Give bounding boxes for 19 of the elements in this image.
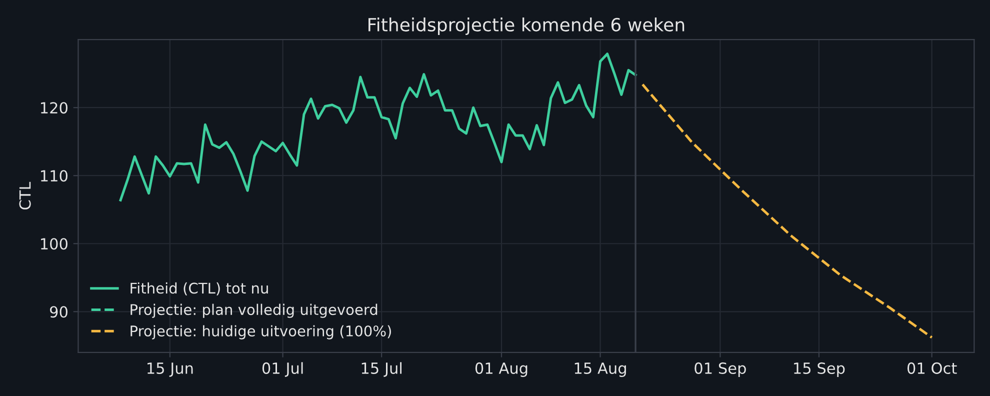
x-tick-label: 01 Sep [694, 362, 746, 377]
line-series [641, 83, 934, 339]
chart-title: Fitheidsprojectie komende 6 weken [368, 18, 684, 36]
y-tick-label: 100 [41, 238, 68, 250]
x-tick-label: 15 Sep [794, 362, 845, 377]
legend-label: Fitheid (CTL) tot nu [130, 282, 268, 296]
x-tick-label: 15 Jun [148, 362, 193, 377]
y-axis-title: CTL [19, 182, 31, 210]
x-tick-label: 01 Jul [262, 362, 303, 377]
y-tick-label: 110 [41, 170, 68, 182]
y-tick-label: 90 [50, 306, 68, 318]
legend-label: Projectie: plan volledig uitgevoerd [130, 304, 378, 318]
y-tick-label: 120 [41, 102, 68, 114]
x-tick-label: 01 Aug [475, 362, 528, 377]
x-tick-label: 01 Oct [907, 362, 957, 374]
legend-label: Projectie: huidige uitvoering (100%) [130, 325, 391, 340]
x-tick-label: 15 Jul [362, 362, 402, 377]
line-series [119, 52, 637, 202]
x-tick-label: 15 Aug [574, 362, 626, 377]
